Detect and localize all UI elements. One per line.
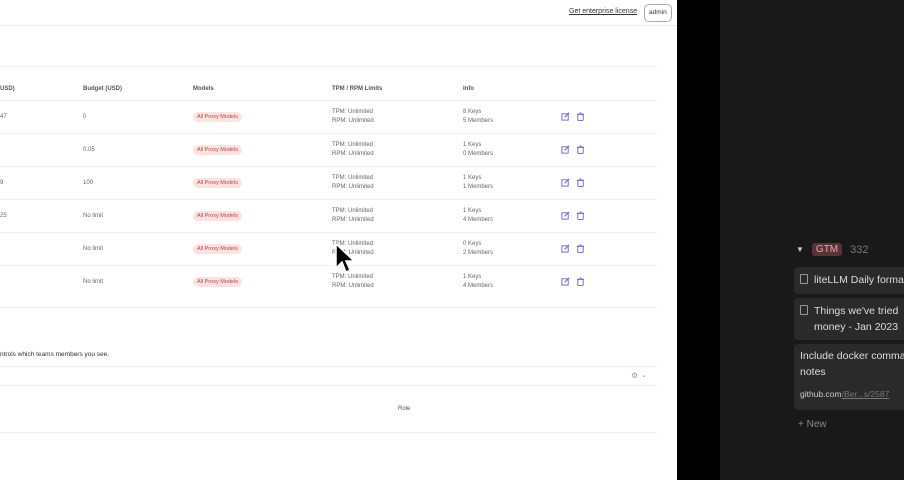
tpm-cell: TPM: Unlimited xyxy=(332,109,374,115)
edit-icon[interactable] xyxy=(561,145,570,154)
group-tag: GTM xyxy=(811,243,843,256)
table-row: No limit All Proxy Models TPM: Unlimited… xyxy=(0,232,657,265)
keys-cell: 1 Keys xyxy=(463,175,482,181)
col-info: Info xyxy=(463,86,474,92)
keys-cell: 0 Keys xyxy=(463,241,482,247)
delete-icon[interactable] xyxy=(576,277,585,286)
mouse-cursor-icon xyxy=(335,242,356,274)
board-card[interactable]: Include docker comma notes github.com/Be… xyxy=(794,344,904,410)
budget-cell: No limit xyxy=(83,246,104,252)
budget-cell: 100 xyxy=(83,180,94,186)
models-badge: All Proxy Models xyxy=(193,244,242,254)
members-filter-bar xyxy=(0,366,657,386)
models-badge: All Proxy Models xyxy=(193,178,242,188)
enterprise-license-link[interactable]: Get enterprise license xyxy=(569,8,638,15)
members-cell: 0 Members xyxy=(463,151,494,157)
card-title: Things we've tried xyxy=(814,305,899,317)
keys-cell: 1 Keys xyxy=(463,142,482,148)
tpm-cell: TPM: Unlimited xyxy=(332,142,374,148)
members-cell: 1 Members xyxy=(463,184,494,190)
members-note: ntrols which teams members you see. xyxy=(0,351,110,358)
spend-cell: 9 xyxy=(0,180,4,186)
user-menu-button[interactable]: admin xyxy=(644,4,672,22)
spend-cell: 47 xyxy=(0,114,7,120)
members-cell: 4 Members xyxy=(463,217,494,223)
role-column-header: Role xyxy=(398,406,411,412)
card-title-line2: notes xyxy=(800,366,826,378)
collapse-triangle-icon[interactable]: ▼ xyxy=(796,245,804,254)
col-limits: TPM / RPM Limits xyxy=(332,86,383,92)
rpm-cell: RPM: Unlimited xyxy=(332,283,374,289)
admin-panel: Get enterprise license admin USD) Budget… xyxy=(0,0,677,480)
members-cell: 2 Members xyxy=(463,250,494,256)
delete-icon[interactable] xyxy=(576,211,585,220)
budget-cell: 0.05 xyxy=(83,147,95,153)
keys-cell: 1 Keys xyxy=(463,274,482,280)
models-badge: All Proxy Models xyxy=(193,112,242,122)
col-spend: USD) xyxy=(0,86,15,92)
card-title: Include docker comma xyxy=(800,350,904,362)
notion-board-panel: ▼ GTM 332 liteLLM Daily forma Things we'… xyxy=(720,0,904,480)
table-row: 25 No limit All Proxy Models TPM: Unlimi… xyxy=(0,199,657,232)
keys-cell: 8 Keys xyxy=(463,109,482,115)
models-badge: All Proxy Models xyxy=(193,145,242,155)
rpm-cell: RPM: Unlimited xyxy=(332,250,374,256)
budget-cell: No limit xyxy=(83,213,104,219)
document-icon xyxy=(800,305,808,315)
models-badge: All Proxy Models xyxy=(193,211,242,221)
card-title-line2: money - Jan 2023 xyxy=(814,321,899,333)
new-card-button[interactable]: + New xyxy=(798,419,827,430)
chevron-down-icon[interactable]: ⌄ xyxy=(641,372,647,379)
tpm-cell: TPM: Unlimited xyxy=(332,274,374,280)
divider xyxy=(0,432,657,433)
document-icon xyxy=(800,274,808,284)
edit-icon[interactable] xyxy=(561,112,570,121)
window-gap xyxy=(677,0,720,480)
rpm-cell: RPM: Unlimited xyxy=(332,118,374,124)
edit-icon[interactable] xyxy=(561,211,570,220)
delete-icon[interactable] xyxy=(576,178,585,187)
members-cell: 5 Members xyxy=(463,118,494,124)
members-cell: 4 Members xyxy=(463,283,494,289)
card-link[interactable]: github.com/Ber...s/2587 xyxy=(800,389,890,399)
tpm-cell: TPM: Unlimited xyxy=(332,175,374,181)
rpm-cell: RPM: Unlimited xyxy=(332,151,374,157)
rpm-cell: RPM: Unlimited xyxy=(332,184,374,190)
rpm-cell: RPM: Unlimited xyxy=(332,217,374,223)
top-bar: Get enterprise license admin xyxy=(0,0,677,26)
board-card[interactable]: liteLLM Daily forma xyxy=(794,267,904,294)
spend-cell: 25 xyxy=(0,213,7,219)
table-row: 9 100 All Proxy Models TPM: Unlimited RP… xyxy=(0,166,657,199)
board-group-header[interactable]: ▼ GTM 332 xyxy=(796,243,869,256)
delete-icon[interactable] xyxy=(576,112,585,121)
col-budget: Budget (USD) xyxy=(83,86,122,92)
delete-icon[interactable] xyxy=(576,145,585,154)
board-card[interactable]: Things we've tried money - Jan 2023 xyxy=(794,298,904,340)
keys-cell: 1 Keys xyxy=(463,208,482,214)
col-models: Models xyxy=(193,86,214,92)
budget-cell: 0 xyxy=(83,114,87,120)
table-row: No limit All Proxy Models TPM: Unlimited… xyxy=(0,265,657,298)
models-badge: All Proxy Models xyxy=(193,277,242,287)
group-count: 332 xyxy=(850,243,869,256)
edit-icon[interactable] xyxy=(561,178,570,187)
delete-icon[interactable] xyxy=(576,244,585,253)
tpm-cell: TPM: Unlimited xyxy=(332,241,374,247)
settings-gear-icon[interactable]: ⚙ xyxy=(631,371,639,380)
tpm-cell: TPM: Unlimited xyxy=(332,208,374,214)
card-title: liteLLM Daily forma xyxy=(814,274,904,286)
table-row: 47 0 All Proxy Models TPM: Unlimited RPM… xyxy=(0,100,657,133)
table-row: 0.05 All Proxy Models TPM: Unlimited RPM… xyxy=(0,133,657,166)
edit-icon[interactable] xyxy=(561,244,570,253)
budget-cell: No limit xyxy=(83,279,104,285)
teams-table-card xyxy=(0,66,657,308)
edit-icon[interactable] xyxy=(561,277,570,286)
